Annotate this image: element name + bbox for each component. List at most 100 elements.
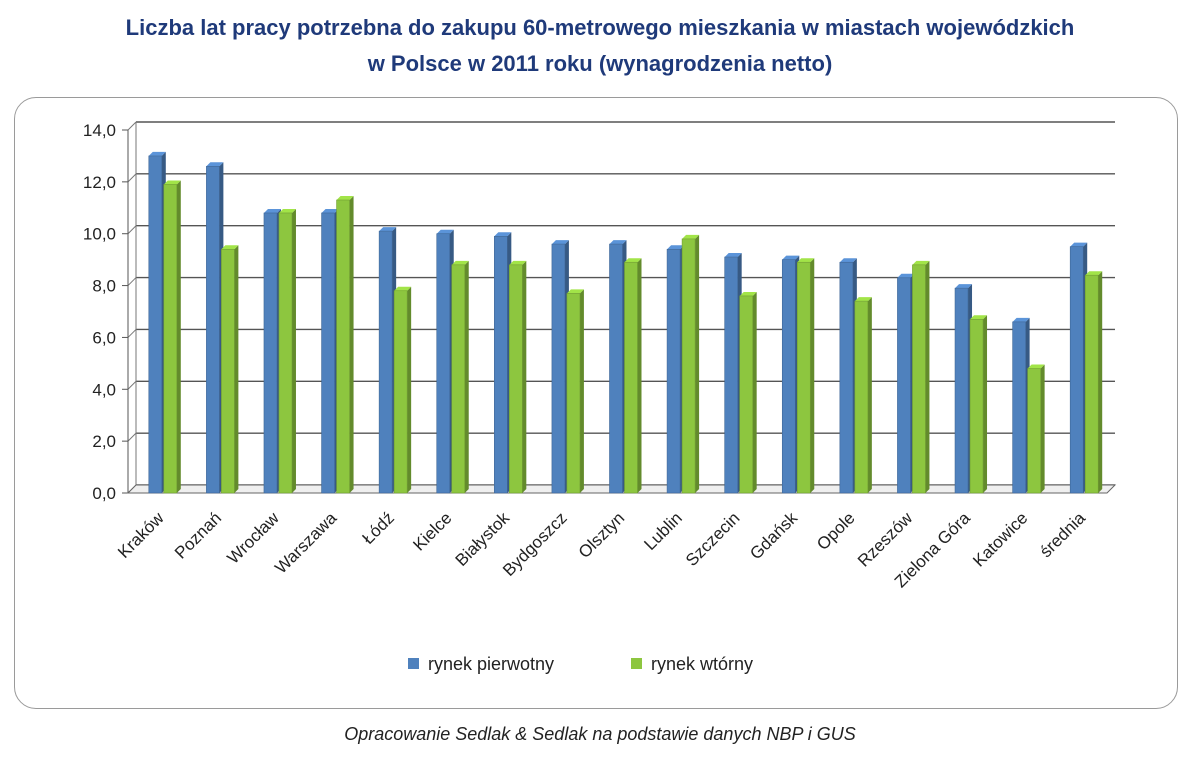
x-tick-label: Gdańsk (746, 508, 801, 563)
bar-secondary-top (221, 245, 239, 250)
bar-secondary-side (1098, 271, 1103, 493)
bar-primary (321, 212, 335, 494)
bar-primary (148, 155, 163, 494)
bar-secondary (451, 264, 466, 494)
bar-secondary (509, 264, 523, 494)
bar-primary-top (494, 232, 512, 237)
bar-primary-top (263, 208, 281, 213)
x-tick-label: Katowice (969, 508, 1031, 570)
bar-secondary-side (752, 291, 757, 493)
x-tick-label: Poznań (171, 508, 225, 562)
bar-secondary-side (983, 315, 988, 493)
x-tick-label: Olsztyn (575, 508, 629, 562)
y-tick-label: 8,0 (92, 277, 116, 296)
bar-primary-top (667, 245, 685, 250)
bar-primary (781, 259, 796, 494)
chart-title-line-2: w Polsce w 2011 roku (wynagrodzenia nett… (367, 51, 833, 76)
y-tick-label: 12,0 (83, 173, 116, 192)
gridline-side (127, 432, 137, 442)
chart-title: Liczba lat pracy potrzebna do zakupu 60-… (0, 10, 1200, 82)
bar-secondary-top (797, 258, 815, 263)
bar-primary (1012, 321, 1026, 494)
gridline-side (127, 225, 137, 235)
gridline-side (127, 173, 137, 183)
bar-primary-top (782, 255, 800, 260)
bar-primary (839, 261, 854, 494)
bar-secondary (969, 318, 984, 494)
y-tick-label: 10,0 (83, 225, 116, 244)
bar-primary (1069, 246, 1084, 494)
bar-secondary (796, 261, 811, 494)
bar-primary-top (724, 253, 742, 258)
bar-secondary (912, 264, 926, 494)
bar-secondary (221, 248, 235, 494)
x-tick-label: Wrocław (223, 508, 283, 568)
bar-secondary-top (278, 208, 296, 213)
bar-secondary-side (637, 258, 642, 493)
bar-secondary-side (464, 260, 469, 493)
bar-secondary-top (912, 260, 930, 265)
x-tick-label: Łódź (358, 508, 398, 548)
legend-label-primary: rynek pierwotny (428, 654, 554, 674)
y-tick-label: 14,0 (83, 121, 116, 140)
bar-primary (494, 236, 508, 494)
legend-swatch-primary (408, 658, 419, 669)
bar-secondary (854, 300, 869, 494)
bar-secondary (624, 261, 638, 494)
bar-primary (897, 277, 911, 494)
bar-secondary (739, 295, 753, 494)
legend-label-secondary: rynek wtórny (651, 654, 753, 674)
bar-secondary-side (695, 234, 700, 493)
bar-primary-top (1070, 242, 1088, 247)
y-tick-label: 0,0 (92, 484, 116, 503)
bar-secondary (566, 293, 581, 494)
chart-title-line-1: Liczba lat pracy potrzebna do zakupu 60-… (125, 15, 1075, 40)
bar-secondary-top (336, 196, 354, 201)
bar-secondary-top (739, 291, 757, 296)
x-tick-label: średnia (1036, 508, 1089, 561)
bar-secondary (1027, 368, 1041, 494)
bar-secondary-side (867, 297, 872, 493)
bar-primary-top (955, 284, 973, 289)
bar-secondary-top (451, 260, 469, 265)
bar-secondary-side (349, 196, 354, 493)
bar-primary (263, 212, 278, 494)
bar-primary-top (206, 162, 224, 167)
x-tick-label: Lublin (640, 508, 686, 554)
gridline-side (127, 277, 137, 286)
bar-secondary (393, 290, 408, 494)
bar-secondary (163, 184, 178, 494)
bar-primary (666, 248, 681, 494)
bar-primary-top (839, 258, 857, 263)
x-tick-label: Opole (813, 508, 859, 554)
gridline-side (127, 121, 137, 131)
y-tick-label: 2,0 (92, 432, 116, 451)
x-tick-label: Kielce (409, 508, 455, 554)
bar-secondary-side (925, 260, 930, 493)
bar-secondary (336, 199, 350, 494)
bar-secondary-top (509, 260, 527, 265)
bar-secondary (1084, 274, 1099, 494)
bar-secondary-side (810, 258, 815, 493)
bar-primary (206, 166, 220, 494)
bar-primary (724, 256, 738, 494)
bar-primary-top (551, 240, 569, 245)
bar-primary (551, 243, 566, 494)
legend-swatch-secondary (631, 658, 642, 669)
bar-secondary-top (1085, 271, 1103, 276)
x-tick-label: Szczecin (682, 508, 744, 570)
bar-secondary-top (394, 286, 412, 291)
x-tick-label: Warszawa (271, 508, 340, 577)
bar-primary (436, 233, 451, 494)
bar-primary-top (321, 208, 339, 213)
bar-secondary-side (291, 208, 296, 493)
bar-secondary-top (624, 258, 642, 263)
bar-secondary (681, 238, 696, 494)
bar-primary-top (148, 151, 166, 156)
bar-secondary (278, 212, 293, 494)
x-tick-label: Kraków (114, 508, 168, 562)
bar-secondary-top (854, 297, 872, 302)
gridline-side (127, 329, 137, 338)
bar-secondary-side (1040, 364, 1045, 493)
